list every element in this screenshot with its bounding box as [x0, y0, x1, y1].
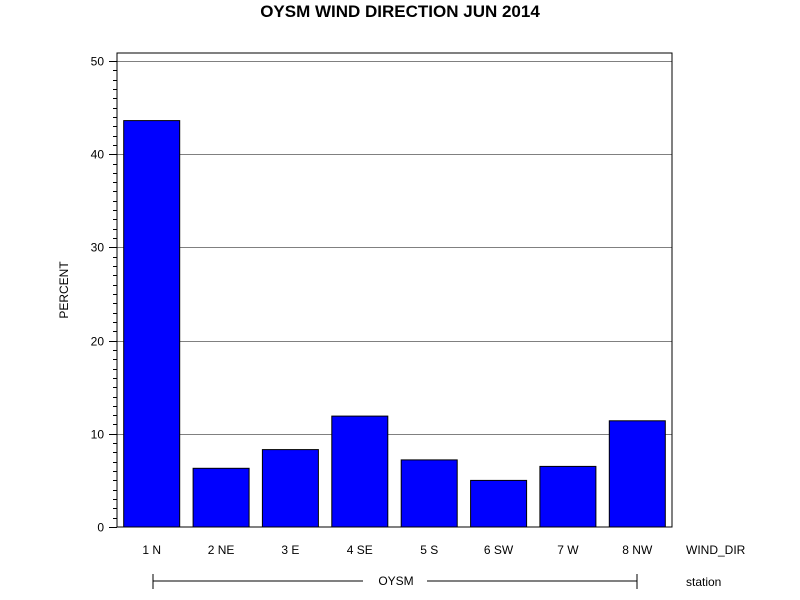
bar [331, 415, 389, 528]
y-tick-label: 50 [91, 55, 105, 69]
x-axis-label: WIND_DIR [686, 543, 746, 557]
group-axis-label: station [686, 575, 721, 589]
x-tick-label: 3 E [281, 543, 299, 557]
group-label: OYSM [378, 574, 413, 588]
bar [123, 120, 181, 528]
plot-frame [116, 52, 673, 528]
bar [470, 479, 528, 528]
chart-title: OYSM WIND DIRECTION JUN 2014 [260, 2, 540, 21]
bar [608, 420, 666, 528]
x-tick-label: 6 SW [484, 543, 514, 557]
bar [261, 449, 319, 528]
x-tick-label: 5 S [420, 543, 438, 557]
y-tick-label: 30 [91, 241, 105, 255]
x-tick-label: 2 NE [208, 543, 235, 557]
y-tick-label: 10 [91, 428, 105, 442]
bar [192, 467, 250, 528]
x-tick-label: 4 SE [347, 543, 373, 557]
y-axis-label: PERCENT [57, 261, 71, 319]
y-axis: 0 10 20 30 40 50 [91, 55, 117, 535]
y-tick-label: 40 [91, 148, 105, 162]
x-axis: 1 N 2 NE 3 E 4 SE 5 S 6 SW 7 W 8 NW [142, 543, 653, 557]
bars [123, 120, 666, 528]
y-tick-label: 0 [97, 521, 104, 535]
x-tick-label: 8 NW [622, 543, 653, 557]
gridlines [117, 61, 672, 435]
bar [400, 459, 458, 528]
x-tick-label: 1 N [142, 543, 161, 557]
bar [539, 465, 597, 528]
y-tick-label: 20 [91, 335, 105, 349]
group-axis: OYSM [152, 574, 638, 589]
x-tick-label: 7 W [557, 543, 579, 557]
